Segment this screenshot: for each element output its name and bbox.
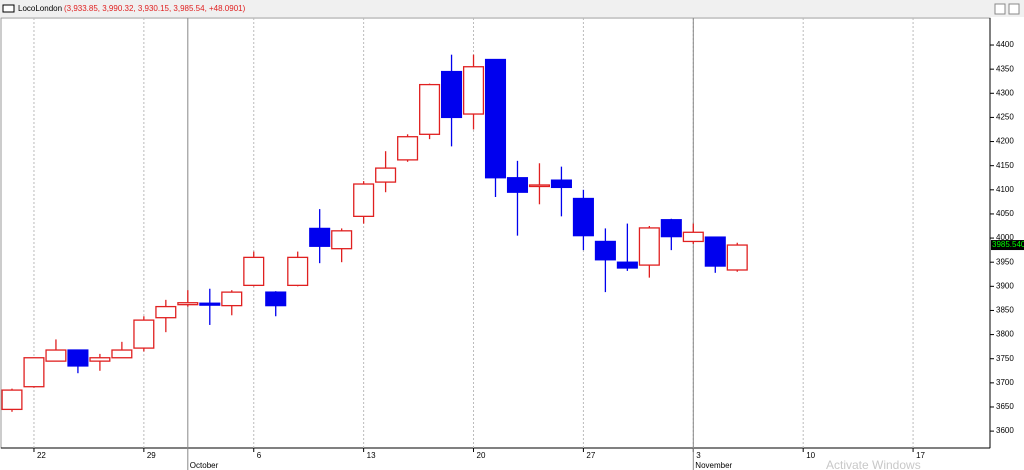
candle-body [111,349,133,359]
y-tick-label: 4200 [996,137,1014,146]
y-tick-label: 4050 [996,209,1014,218]
candle-body [704,236,726,267]
y-tick-label: 3600 [996,426,1014,435]
last-price-label: 3985.540 [992,240,1024,249]
x-tick-label: 22 [37,451,46,460]
y-tick-label: 3950 [996,257,1014,266]
candle-body [287,256,309,287]
x-tick-label: 29 [147,451,156,460]
month-label: November [695,461,732,470]
candle-body [550,179,572,189]
candle-body [484,58,507,179]
y-tick-label: 3700 [996,378,1014,387]
y-tick-label: 4250 [996,113,1014,122]
title-bar [0,0,1024,17]
candle-body [265,291,287,307]
close-button[interactable] [1008,3,1020,15]
y-tick-label: 4350 [996,64,1014,73]
x-tick-label: 3 [696,451,701,460]
candle-body [616,261,638,269]
watermark: Activate Windows [826,458,921,470]
candle-body [89,357,111,362]
candle-body [133,319,155,349]
candle-body [199,302,221,306]
candle-body [177,302,199,306]
candle-body [638,227,660,266]
x-tick-label: 27 [586,451,595,460]
chart-subtitle: (3,933.85, 3,990.32, 3,930.15, 3,985.54,… [64,4,246,13]
y-tick-label: 4300 [996,88,1014,97]
x-tick-label: 17 [916,451,925,460]
restore-button[interactable] [994,3,1006,15]
candle-body [375,167,397,183]
x-tick-label: 13 [367,451,376,460]
y-tick-label: 3850 [996,306,1014,315]
candle-body [353,183,375,218]
candle-body [660,219,682,238]
candle-body [1,389,23,411]
y-tick-label: 3900 [996,281,1014,290]
candle-body [572,197,594,237]
candle-body [528,184,550,188]
candle-body [441,70,463,119]
candle-body [67,349,89,367]
last-price-box [991,240,1024,251]
candle-body [726,244,748,271]
window-icon [2,4,15,13]
candle-body [594,240,616,261]
candle-body [23,357,45,388]
y-tick-label: 3800 [996,330,1014,339]
y-tick-label: 4400 [996,40,1014,49]
y-tick-label: 4100 [996,185,1014,194]
candle-body [462,66,485,115]
candle-body [45,349,67,362]
x-tick-label: 6 [257,451,262,460]
candle-body [397,136,419,161]
y-tick-label: 4000 [996,233,1014,242]
y-tick-label: 3750 [996,354,1014,363]
candle-body [682,231,704,243]
x-tick-label: 20 [477,451,486,460]
candle-body [243,256,265,287]
y-tick-label: 3650 [996,402,1014,411]
candle-body [221,291,243,307]
candle-body [331,230,353,250]
candle-body [419,83,441,135]
y-tick-label: 4150 [996,161,1014,170]
month-label: October [190,461,219,470]
x-tick-label: 10 [806,451,815,460]
chart-title: LocoLondon [18,4,62,13]
candle-body [506,177,529,193]
candle-body [309,227,331,247]
candle-body [155,305,177,319]
